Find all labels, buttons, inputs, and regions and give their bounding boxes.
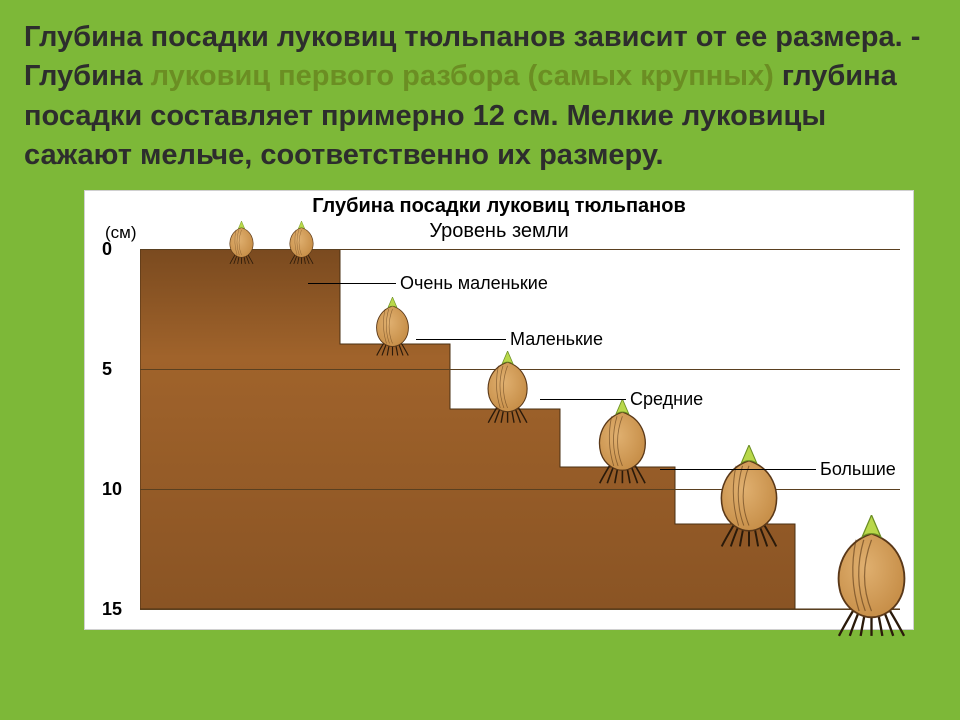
chart-area: 051015 Очень маленькиеМаленькиеСредниеБо… <box>140 249 900 619</box>
bulb-icon <box>590 399 655 485</box>
y-tick: 0 <box>102 239 112 260</box>
diagram-title: Глубина посадки луковиц тюльпанов <box>85 191 913 218</box>
size-label: Маленькие <box>510 329 603 350</box>
size-label: Очень маленькие <box>400 273 548 294</box>
soil-profile <box>140 249 900 614</box>
bulb-icon <box>480 351 535 425</box>
y-tick: 10 <box>102 479 122 500</box>
bulb-icon <box>285 221 318 265</box>
bulb-icon <box>225 221 258 265</box>
bulb-icon <box>825 515 918 639</box>
leader-line <box>540 399 626 400</box>
size-label: Большие <box>820 459 896 480</box>
heading-text: Глубина посадки луковиц тюльпанов зависи… <box>24 18 936 176</box>
size-label: Средние <box>630 389 703 410</box>
diagram-container: Глубина посадки луковиц тюльпанов Уровен… <box>84 190 914 630</box>
grid-line <box>140 609 900 610</box>
bulb-icon <box>370 297 415 357</box>
leader-line <box>416 339 506 340</box>
leader-line <box>660 469 816 470</box>
bulb-icon <box>710 445 788 549</box>
y-tick: 15 <box>102 599 122 620</box>
leader-line <box>308 283 396 284</box>
heading-highlight: луковиц первого разбора (самых крупных) <box>151 60 774 92</box>
y-tick: 5 <box>102 359 112 380</box>
ground-level-label: Уровень земли <box>85 220 913 243</box>
